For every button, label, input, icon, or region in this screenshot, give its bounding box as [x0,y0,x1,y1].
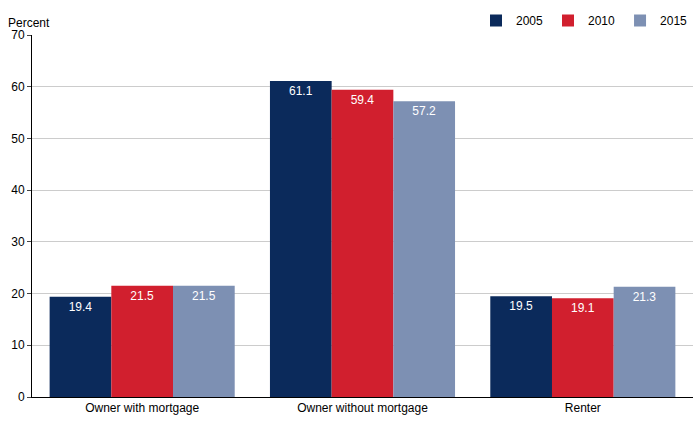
svg-text:30: 30 [11,235,25,249]
svg-text:21.5: 21.5 [130,289,154,303]
svg-text:0: 0 [18,390,25,404]
svg-text:57.2: 57.2 [412,104,436,118]
svg-text:40: 40 [11,183,25,197]
svg-text:Renter: Renter [565,401,601,415]
svg-text:19.1: 19.1 [571,301,595,315]
svg-text:2010: 2010 [588,14,615,28]
svg-text:21.3: 21.3 [633,290,657,304]
svg-text:Percent: Percent [8,16,50,30]
svg-text:2005: 2005 [516,14,543,28]
svg-text:10: 10 [11,338,25,352]
svg-text:19.5: 19.5 [509,299,533,313]
svg-text:59.4: 59.4 [351,93,375,107]
svg-text:50: 50 [11,132,25,146]
svg-text:Owner without mortgage: Owner without mortgage [297,401,428,415]
svg-text:61.1: 61.1 [289,84,313,98]
svg-text:21.5: 21.5 [192,289,216,303]
svg-text:2015: 2015 [660,14,687,28]
svg-text:20: 20 [11,287,25,301]
svg-text:19.4: 19.4 [69,300,93,314]
svg-text:70: 70 [11,28,25,42]
svg-text:60: 60 [11,80,25,94]
svg-text:Owner with mortgage: Owner with mortgage [85,401,199,415]
